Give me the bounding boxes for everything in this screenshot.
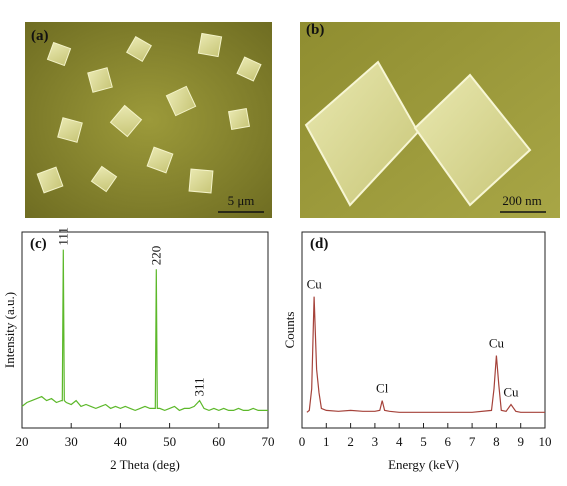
y-axis-label: Counts [282, 312, 297, 349]
data-line [21, 249, 268, 412]
sem-image-a: (a) 5 μm [25, 22, 272, 218]
x-tick-label: 4 [396, 434, 403, 449]
peak-label: Cl [376, 381, 389, 396]
panel-label: (d) [310, 236, 328, 252]
x-axis-label: 2 Theta (deg) [110, 457, 180, 472]
x-tick-label: 30 [65, 434, 78, 449]
x-tick-label: 8 [493, 434, 500, 449]
x-tick-label: 3 [372, 434, 379, 449]
peak-label: 220 [148, 246, 163, 266]
x-tick-label: 7 [469, 434, 476, 449]
plot-frame [21, 231, 269, 429]
y-axis-label: Intensity (a.u.) [2, 292, 17, 368]
x-tick-label: 2 [347, 434, 354, 449]
scale-bar-label: 200 nm [502, 193, 541, 208]
x-tick-label: 5 [420, 434, 427, 449]
x-tick-label: 70 [262, 434, 275, 449]
peak-label: 311 [192, 378, 207, 397]
panel-label: (a) [31, 28, 49, 44]
scale-bar-label: 5 μm [228, 193, 255, 208]
x-tick-label: 1 [323, 434, 330, 449]
x-tick-label: 9 [517, 434, 524, 449]
x-tick-label: 6 [445, 434, 452, 449]
peak-label: 111 [55, 227, 70, 246]
x-tick-label: 60 [212, 434, 225, 449]
x-axis-label: Energy (keV) [388, 457, 459, 472]
x-tick-label: 0 [299, 434, 306, 449]
x-tick-label: 40 [114, 434, 127, 449]
panel-label: (b) [306, 22, 324, 38]
x-tick-label: 50 [163, 434, 176, 449]
peak-label: Cu [307, 277, 323, 292]
peak-label: Cu [489, 335, 505, 350]
peak-label: Cu [503, 384, 519, 399]
x-tick-label: 10 [539, 434, 552, 449]
x-tick-label: 20 [16, 434, 29, 449]
sem-image-b: (b) 200 nm [300, 22, 560, 218]
panel-label: (c) [30, 236, 47, 252]
data-line [306, 296, 545, 413]
